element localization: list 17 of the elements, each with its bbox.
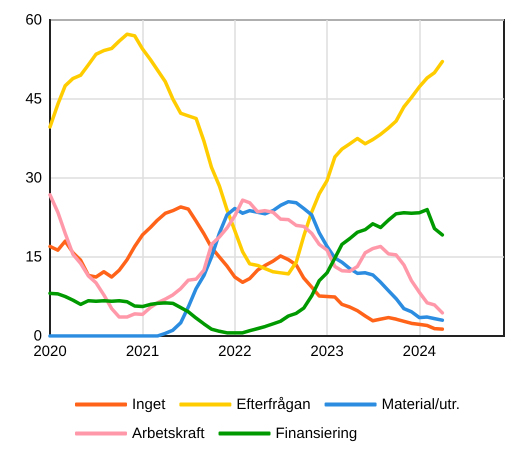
x-tick-label: 2024	[402, 343, 436, 360]
y-tick-label: 45	[25, 90, 42, 108]
x-tick-label: 2020	[33, 343, 67, 360]
y-tick-label: 60	[25, 12, 42, 28]
line-series	[48, 193, 444, 319]
x-tick-label: 2023	[310, 343, 344, 360]
y-tick-label: 15	[25, 248, 42, 266]
legend-label: Material/utr.	[382, 396, 460, 413]
y-tick-label: 30	[25, 170, 42, 186]
legend-label: Inget	[132, 396, 166, 413]
x-tick-label: 2021	[126, 343, 160, 360]
legend-label: Finansiering	[276, 425, 358, 442]
y-tick-label: 0	[34, 328, 42, 344]
legend-label: Efterfrågan	[236, 396, 311, 413]
x-tick-label: 2022	[218, 343, 252, 360]
legend-label: Arbetskraft	[132, 425, 206, 442]
line-series	[48, 32, 444, 276]
